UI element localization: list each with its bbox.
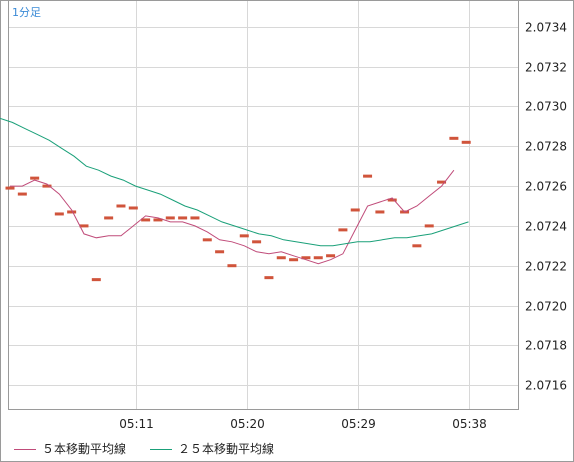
legend-ma5-swatch [14,449,36,450]
y-axis-labels: 2.0734 2.0732 2.0730 2.0728 2.0726 2.0724 2.07… [525,21,567,393]
price-mark [301,256,311,260]
price-mark [252,240,262,244]
price-mark [67,210,77,214]
price-mark [387,198,397,202]
price-mark [42,184,52,188]
x-tick-label: 05:29 [341,417,376,431]
price-mark [326,254,336,258]
price-mark [202,238,212,242]
price-mark [350,208,360,212]
plot-area [8,0,519,410]
y-tick-label: 2.0716 [525,379,567,393]
price-mark [116,204,126,208]
price-mark [338,228,348,232]
price-mark [227,264,237,268]
interval-label: 1分足 [12,6,41,19]
price-mark [54,212,64,216]
price-mark [363,174,373,178]
legend-ma25: ２５本移動平均線 [150,440,274,457]
price-mark [375,210,385,214]
legend-ma25-swatch [150,449,172,450]
legend-ma5: ５本移動平均線 [14,440,126,457]
y-tick-label: 2.0718 [525,339,567,353]
price-mark [424,224,434,228]
x-axis-labels: 05:11 05:20 05:29 05:38 [119,417,487,431]
price-mark [276,256,286,260]
price-mark [289,258,299,262]
price-mark [104,216,114,220]
ma25-line [0,117,469,247]
price-mark [239,234,249,238]
y-tick-label: 2.0734 [525,21,567,35]
y-tick-label: 2.0732 [525,61,567,75]
price-mark [215,250,225,254]
price-mark [79,224,89,228]
price-mark [153,218,163,222]
legend-ma25-label: ２５本移動平均線 [178,442,275,456]
price-mark [91,278,101,282]
y-tick-label: 2.0720 [525,300,567,314]
x-tick-label: 05:20 [230,417,265,431]
price-mark [190,216,200,220]
price-mark [165,216,175,220]
y-tick-label: 2.0728 [525,140,567,154]
price-mark [412,244,422,248]
price-mark [449,136,459,140]
price-mark [17,192,27,196]
price-mark [313,256,323,260]
y-tick-label: 2.0730 [525,100,567,114]
price-mark [264,276,274,280]
price-mark [128,206,138,210]
y-tick-label: 2.0726 [525,180,567,194]
x-tick-label: 05:38 [452,417,487,431]
y-tick-label: 2.0722 [525,260,567,274]
x-tick-label: 05:11 [119,417,154,431]
price-mark [5,186,15,190]
price-mark [30,176,40,180]
legend-ma5-label: ５本移動平均線 [42,442,127,456]
moving-average-lines [0,117,469,265]
ma5-line [10,169,455,265]
y-tick-label: 2.0724 [525,220,567,234]
price-mark [461,140,471,144]
price-mark [141,218,151,222]
price-mark [178,216,188,220]
price-mark [437,180,447,184]
price-marks [5,136,471,282]
